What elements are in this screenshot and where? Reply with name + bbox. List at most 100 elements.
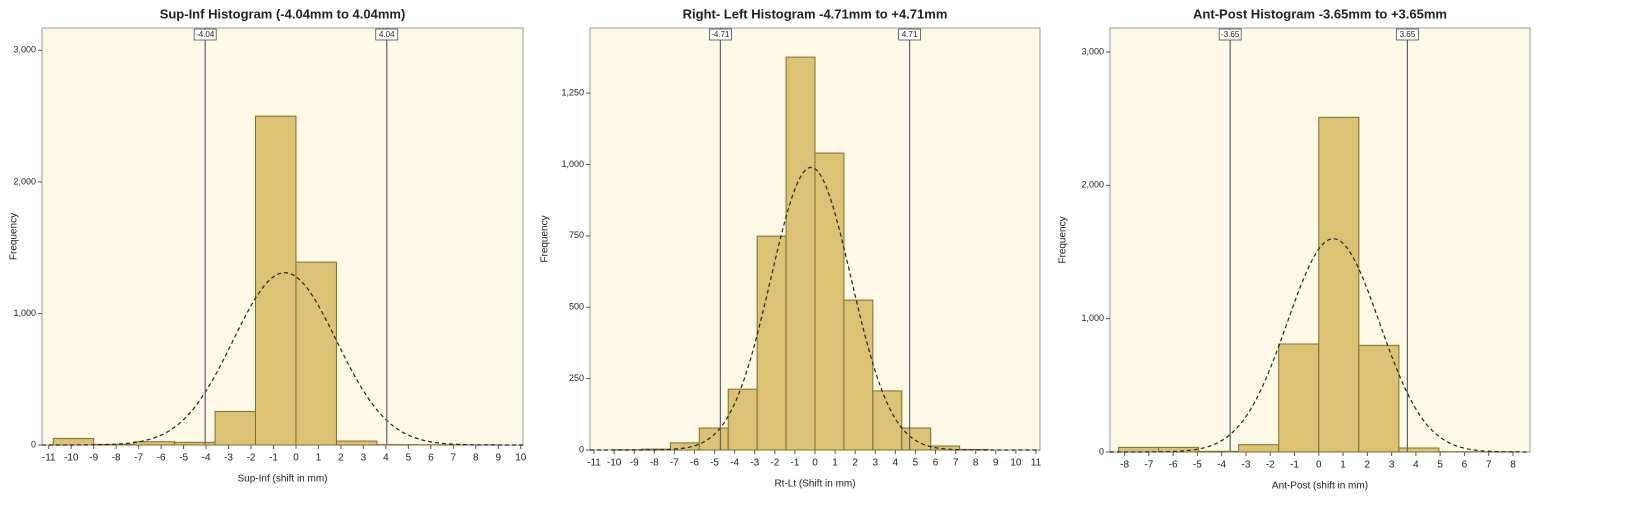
x-tick-label: -6 (690, 458, 699, 469)
histogram-bar (698, 427, 729, 451)
histogram-bar (295, 261, 337, 446)
y-tick-label: 500 (569, 302, 584, 312)
reference-label: 4.04 (379, 30, 395, 39)
x-axis-label: Rt-Lt (Shift in mm) (774, 479, 855, 490)
y-tick-label: 2,000 (1081, 180, 1104, 190)
histogram-bar (901, 427, 932, 451)
x-tick-label: 3 (1389, 460, 1395, 471)
x-tick-label: -10 (64, 453, 79, 464)
reference-label-box (375, 28, 399, 41)
x-tick-label: 6 (933, 458, 939, 469)
x-axis-label: Sup-Inf (shift in mm) (237, 474, 327, 485)
y-axis-label: Frequency (9, 213, 20, 260)
x-tick-label: 7 (451, 453, 457, 464)
reference-label: 3.65 (1400, 30, 1416, 39)
x-tick-label: -3 (224, 453, 233, 464)
histogram-bar (1238, 444, 1280, 453)
x-tick-label: -7 (134, 453, 143, 464)
normal-curve (42, 272, 523, 446)
reference-label: -3.65 (1221, 30, 1240, 39)
histogram-bar (1358, 344, 1400, 453)
x-tick-label: -1 (1290, 460, 1299, 471)
x-tick-label: -7 (1144, 460, 1153, 471)
x-tick-label: -3 (1242, 460, 1251, 471)
x-tick-label: -2 (770, 458, 779, 469)
x-tick-label: 9 (495, 453, 501, 464)
y-axis-label: Frequency (1058, 216, 1069, 263)
x-tick-label: -2 (247, 453, 256, 464)
histogram-bar (1398, 447, 1440, 453)
x-tick-label: -5 (1193, 460, 1202, 471)
x-tick-label: 2 (1365, 460, 1371, 471)
y-tick-label: 750 (569, 230, 584, 240)
y-tick-label: 3,000 (13, 45, 36, 55)
y-axis-label: Frequency (540, 215, 551, 262)
histogram-bar (133, 441, 176, 446)
x-tick-label: 5 (913, 458, 919, 469)
reference-label-box (1396, 28, 1419, 41)
y-tick-label: 0 (579, 444, 584, 454)
x-tick-label: -6 (157, 453, 166, 464)
x-tick-label: -5 (179, 453, 188, 464)
x-tick-label: -8 (650, 458, 659, 469)
reference-label: -4.71 (711, 30, 730, 39)
chart-title: Ant-Post Histogram -3.65mm to +3.65mm (1193, 6, 1447, 21)
reference-label-box (709, 28, 732, 41)
x-tick-label: 11 (1031, 458, 1042, 469)
x-tick-label: 3 (872, 458, 878, 469)
x-tick-label: 10 (515, 453, 527, 464)
reference-label-box (898, 28, 921, 41)
x-tick-label: -3 (750, 458, 759, 469)
chart-title: Sup-Inf Histogram (-4.04mm to 4.04mm) (160, 6, 406, 21)
y-tick-label: 1,000 (13, 308, 36, 318)
x-tick-label: -7 (670, 458, 679, 469)
x-tick-label: -5 (710, 458, 719, 469)
x-tick-label: 9 (993, 458, 999, 469)
x-tick-label: -1 (790, 458, 799, 469)
x-tick-label: 5 (406, 453, 412, 464)
x-tick-label: -11 (42, 453, 56, 464)
x-tick-label: 1 (1340, 460, 1346, 471)
x-tick-label: 10 (1010, 458, 1022, 469)
x-tick-label: -9 (630, 458, 639, 469)
x-tick-label: 4 (1413, 460, 1419, 471)
reference-label-box (1218, 28, 1242, 41)
y-tick-label: 1,000 (561, 159, 584, 169)
x-tick-label: 6 (1462, 460, 1468, 471)
x-axis-label: Ant-Post (shift in mm) (1272, 481, 1368, 492)
normal-curve (590, 166, 1040, 451)
x-tick-label: -4 (202, 453, 211, 464)
x-tick-label: 5 (1437, 460, 1443, 471)
reference-label-box (193, 28, 217, 41)
x-tick-label: 8 (473, 453, 479, 464)
histogram-bar (872, 390, 903, 451)
x-tick-label: -6 (1169, 460, 1178, 471)
reference-label: -4.04 (196, 30, 215, 39)
histogram-bar (814, 152, 845, 451)
histogram-bar (174, 441, 216, 446)
histogram-bar (843, 299, 874, 451)
y-tick-label: 2,000 (13, 176, 36, 186)
y-tick-label: 0 (31, 439, 36, 449)
x-tick-label: -11 (587, 458, 601, 469)
x-tick-label: 7 (953, 458, 959, 469)
histogram-bar (727, 388, 758, 451)
histogram-bar (959, 448, 990, 451)
histogram-bar (930, 445, 961, 451)
histogram-bar (1318, 116, 1360, 453)
histogram-bar (756, 235, 787, 451)
x-tick-label: -10 (607, 458, 622, 469)
histogram-bar (1278, 343, 1320, 453)
x-tick-label: -8 (1120, 460, 1129, 471)
x-tick-label: 2 (852, 458, 858, 469)
y-tick-label: 250 (569, 373, 584, 383)
y-tick-label: 3,000 (1081, 46, 1104, 56)
histogram-bar (255, 115, 297, 446)
x-tick-label: -4 (730, 458, 739, 469)
x-tick-label: -9 (89, 453, 98, 464)
x-tick-label: -1 (269, 453, 278, 464)
x-tick-label: 3 (361, 453, 367, 464)
x-tick-label: -2 (1266, 460, 1275, 471)
